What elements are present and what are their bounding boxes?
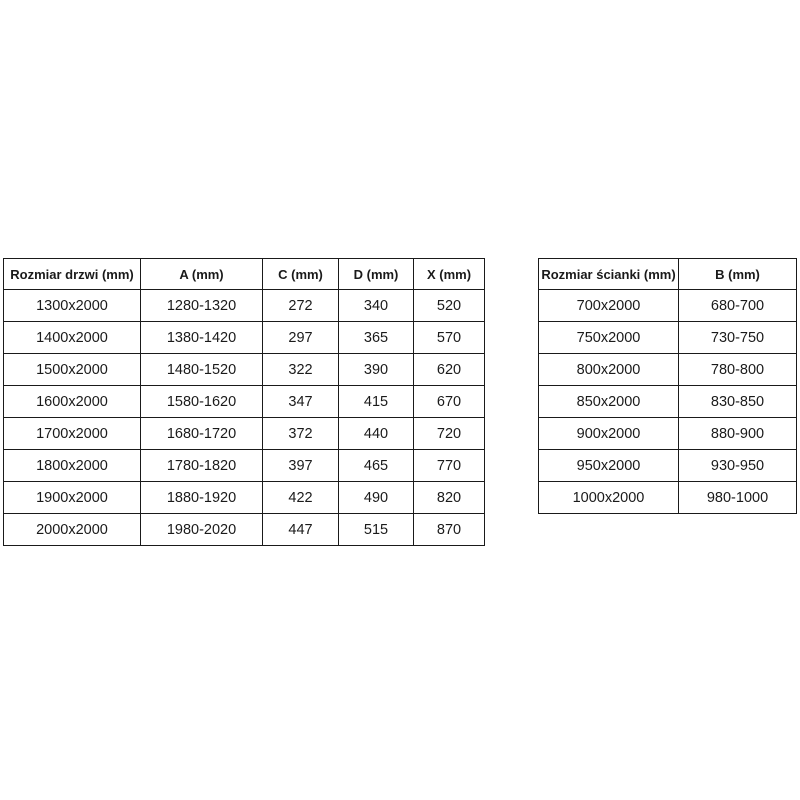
table-cell: 820 (413, 481, 485, 514)
table-cell: 1680-1720 (140, 417, 263, 450)
table-row: 1400x2000 1380-1420 297 365 570 (3, 321, 485, 354)
table-cell: 465 (338, 449, 414, 482)
table-cell: 372 (262, 417, 339, 450)
table-cell: 1880-1920 (140, 481, 263, 514)
table-cell: 1780-1820 (140, 449, 263, 482)
table-cell: 780-800 (678, 353, 797, 386)
door-header-rozmiar-drzwi: Rozmiar drzwi (mm) (3, 258, 141, 290)
table-cell: 1980-2020 (140, 513, 263, 546)
table-cell: 1000x2000 (538, 481, 679, 514)
table-cell: 680-700 (678, 289, 797, 322)
table-cell: 720 (413, 417, 485, 450)
table-row: 700x2000 680-700 (538, 289, 797, 322)
table-cell: 422 (262, 481, 339, 514)
table-cell: 770 (413, 449, 485, 482)
table-cell: 570 (413, 321, 485, 354)
door-size-table: Rozmiar drzwi (mm) A (mm) C (mm) D (mm) … (3, 258, 485, 546)
table-row: 1500x2000 1480-1520 322 390 620 (3, 353, 485, 386)
table-cell: 880-900 (678, 417, 797, 450)
table-cell: 1800x2000 (3, 449, 141, 482)
table-cell: 447 (262, 513, 339, 546)
table-cell: 322 (262, 353, 339, 386)
table-cell: 980-1000 (678, 481, 797, 514)
table-cell: 340 (338, 289, 414, 322)
table-cell: 2000x2000 (3, 513, 141, 546)
table-cell: 515 (338, 513, 414, 546)
table-cell: 1380-1420 (140, 321, 263, 354)
door-header-c: C (mm) (262, 258, 339, 290)
table-cell: 415 (338, 385, 414, 418)
table-row: 1300x2000 1280-1320 272 340 520 (3, 289, 485, 322)
table-cell: 800x2000 (538, 353, 679, 386)
table-row: 2000x2000 1980-2020 447 515 870 (3, 513, 485, 546)
table-cell: 440 (338, 417, 414, 450)
table-cell: 730-750 (678, 321, 797, 354)
table-row: 1600x2000 1580-1620 347 415 670 (3, 385, 485, 418)
table-cell: 950x2000 (538, 449, 679, 482)
table-row: 1700x2000 1680-1720 372 440 720 (3, 417, 485, 450)
table-cell: 900x2000 (538, 417, 679, 450)
table-cell: 670 (413, 385, 485, 418)
table-row: 900x2000 880-900 (538, 417, 797, 450)
table-cell: 365 (338, 321, 414, 354)
wall-table-header-row: Rozmiar ścianki (mm) B (mm) (538, 258, 797, 290)
table-row: 800x2000 780-800 (538, 353, 797, 386)
table-cell: 850x2000 (538, 385, 679, 418)
table-cell: 700x2000 (538, 289, 679, 322)
wall-header-rozmiar-scianki: Rozmiar ścianki (mm) (538, 258, 679, 290)
table-cell: 1400x2000 (3, 321, 141, 354)
table-cell: 520 (413, 289, 485, 322)
table-row: 850x2000 830-850 (538, 385, 797, 418)
table-cell: 272 (262, 289, 339, 322)
table-cell: 297 (262, 321, 339, 354)
table-cell: 830-850 (678, 385, 797, 418)
table-cell: 1580-1620 (140, 385, 263, 418)
door-table-header-row: Rozmiar drzwi (mm) A (mm) C (mm) D (mm) … (3, 258, 485, 290)
door-header-d: D (mm) (338, 258, 414, 290)
wall-size-table: Rozmiar ścianki (mm) B (mm) 700x2000 680… (538, 258, 797, 514)
table-cell: 1280-1320 (140, 289, 263, 322)
table-cell: 1500x2000 (3, 353, 141, 386)
table-cell: 870 (413, 513, 485, 546)
table-cell: 1480-1520 (140, 353, 263, 386)
table-cell: 620 (413, 353, 485, 386)
table-row: 1000x2000 980-1000 (538, 481, 797, 514)
door-header-x: X (mm) (413, 258, 485, 290)
table-cell: 490 (338, 481, 414, 514)
table-cell: 390 (338, 353, 414, 386)
table-row: 750x2000 730-750 (538, 321, 797, 354)
table-cell: 347 (262, 385, 339, 418)
table-row: 950x2000 930-950 (538, 449, 797, 482)
table-cell: 1900x2000 (3, 481, 141, 514)
table-cell: 397 (262, 449, 339, 482)
table-cell: 1300x2000 (3, 289, 141, 322)
table-cell: 1700x2000 (3, 417, 141, 450)
table-cell: 930-950 (678, 449, 797, 482)
door-header-a: A (mm) (140, 258, 263, 290)
table-cell: 1600x2000 (3, 385, 141, 418)
table-row: 1900x2000 1880-1920 422 490 820 (3, 481, 485, 514)
table-cell: 750x2000 (538, 321, 679, 354)
table-row: 1800x2000 1780-1820 397 465 770 (3, 449, 485, 482)
wall-header-b: B (mm) (678, 258, 797, 290)
